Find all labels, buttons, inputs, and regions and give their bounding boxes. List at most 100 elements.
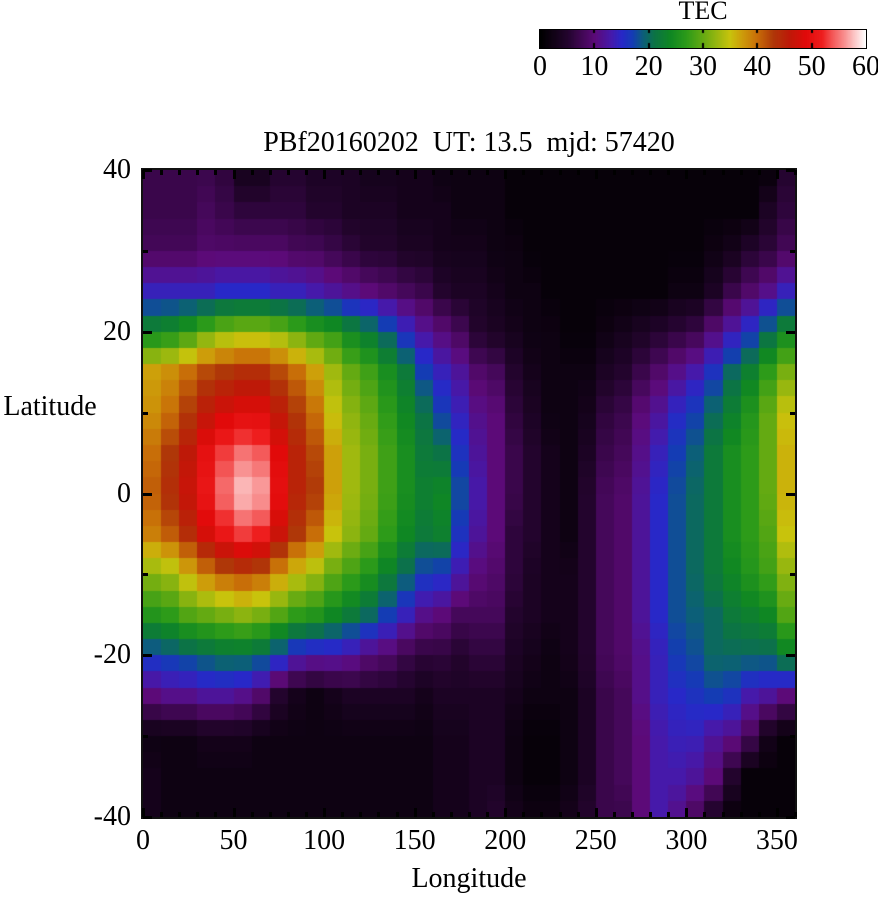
- x-minor-tick: [432, 812, 435, 817]
- y-minor-tick-right: [790, 735, 795, 738]
- x-major-tick-top: [685, 170, 688, 179]
- colorbar-tick-label: 40: [743, 51, 772, 82]
- x-tick-label: 50: [219, 825, 248, 856]
- y-major-tick: [143, 169, 152, 172]
- x-minor-tick: [341, 812, 344, 817]
- x-minor-tick-top: [613, 170, 616, 175]
- x-major-tick-top: [595, 170, 598, 179]
- x-major-tick: [142, 808, 145, 817]
- x-tick-label: 250: [574, 825, 617, 856]
- y-tick-label: 40: [103, 154, 131, 185]
- x-minor-tick: [794, 812, 797, 817]
- x-major-tick-top: [233, 170, 236, 179]
- x-minor-tick-top: [269, 170, 272, 175]
- x-minor-tick-top: [758, 170, 761, 175]
- x-minor-tick: [178, 812, 181, 817]
- x-minor-tick-top: [794, 170, 797, 175]
- y-major-tick: [143, 816, 152, 819]
- y-minor-tick: [143, 573, 148, 576]
- x-minor-tick-top: [178, 170, 181, 175]
- y-major-tick-right: [786, 654, 795, 657]
- x-minor-tick: [396, 812, 399, 817]
- heatmap-canvas: [143, 170, 795, 817]
- y-minor-tick: [143, 735, 148, 738]
- x-major-tick-top: [323, 170, 326, 179]
- x-minor-tick-top: [486, 170, 489, 175]
- x-minor-tick: [287, 812, 290, 817]
- x-minor-tick-top: [667, 170, 670, 175]
- x-minor-tick-top: [577, 170, 580, 175]
- x-minor-tick: [540, 812, 543, 817]
- y-tick-label: -20: [93, 639, 131, 671]
- colorbar: [539, 29, 867, 49]
- colorbar-tick-label: 50: [797, 51, 826, 82]
- colorbar-gradient: [540, 30, 866, 48]
- x-tick-label: 200: [484, 825, 527, 856]
- y-major-tick: [143, 493, 152, 496]
- x-minor-tick-top: [522, 170, 525, 175]
- x-minor-tick: [377, 812, 380, 817]
- x-minor-tick-top: [341, 170, 344, 175]
- y-tick-label: -40: [93, 801, 131, 832]
- x-minor-tick-top: [160, 170, 163, 175]
- y-major-tick-right: [786, 816, 795, 819]
- x-minor-tick: [522, 812, 525, 817]
- x-minor-tick-top: [305, 170, 308, 175]
- y-major-tick: [143, 654, 152, 657]
- x-minor-tick-top: [214, 170, 217, 175]
- x-minor-tick-top: [450, 170, 453, 175]
- x-minor-tick-top: [722, 170, 725, 175]
- x-minor-tick: [740, 812, 743, 817]
- x-minor-tick: [722, 812, 725, 817]
- x-minor-tick: [577, 812, 580, 817]
- x-minor-tick-top: [631, 170, 634, 175]
- x-minor-tick: [269, 812, 272, 817]
- y-major-tick: [143, 331, 152, 334]
- y-minor-tick-right: [790, 573, 795, 576]
- x-minor-tick: [305, 812, 308, 817]
- x-minor-tick: [758, 812, 761, 817]
- x-minor-tick: [359, 812, 362, 817]
- x-minor-tick: [214, 812, 217, 817]
- y-axis-label: Latitude: [3, 391, 97, 422]
- y-major-tick-right: [786, 493, 795, 496]
- colorbar-title: TEC: [678, 0, 728, 25]
- y-minor-tick-right: [790, 412, 795, 415]
- x-major-tick: [323, 808, 326, 817]
- x-tick-label: 300: [665, 825, 708, 856]
- x-minor-tick: [667, 812, 670, 817]
- x-minor-tick: [559, 812, 562, 817]
- x-minor-tick-top: [251, 170, 254, 175]
- x-major-tick-top: [414, 170, 417, 179]
- x-minor-tick-top: [703, 170, 706, 175]
- x-minor-tick: [450, 812, 453, 817]
- y-minor-tick: [143, 412, 148, 415]
- colorbar-tick-label: 10: [580, 51, 609, 82]
- x-minor-tick: [251, 812, 254, 817]
- x-minor-tick: [631, 812, 634, 817]
- x-minor-tick-top: [740, 170, 743, 175]
- y-major-tick-right: [786, 331, 795, 334]
- x-major-tick-top: [504, 170, 507, 179]
- x-axis-label: Longitude: [411, 863, 527, 894]
- y-minor-tick: [143, 250, 148, 253]
- colorbar-tick-label: 60: [852, 51, 878, 82]
- x-minor-tick-top: [559, 170, 562, 175]
- x-minor-tick-top: [396, 170, 399, 175]
- x-major-tick-top: [142, 170, 145, 179]
- y-tick-label: 0: [117, 477, 131, 509]
- x-major-tick: [414, 808, 417, 817]
- y-major-tick-right: [786, 169, 795, 172]
- x-major-tick-top: [776, 170, 779, 179]
- x-minor-tick-top: [649, 170, 652, 175]
- colorbar-tick-label: 20: [634, 51, 663, 82]
- x-tick-label: 350: [755, 825, 798, 856]
- x-minor-tick: [613, 812, 616, 817]
- x-tick-label: 0: [136, 825, 150, 856]
- x-major-tick: [233, 808, 236, 817]
- x-tick-label: 100: [303, 825, 346, 856]
- x-minor-tick: [649, 812, 652, 817]
- x-major-tick: [776, 808, 779, 817]
- x-tick-label: 150: [393, 825, 436, 856]
